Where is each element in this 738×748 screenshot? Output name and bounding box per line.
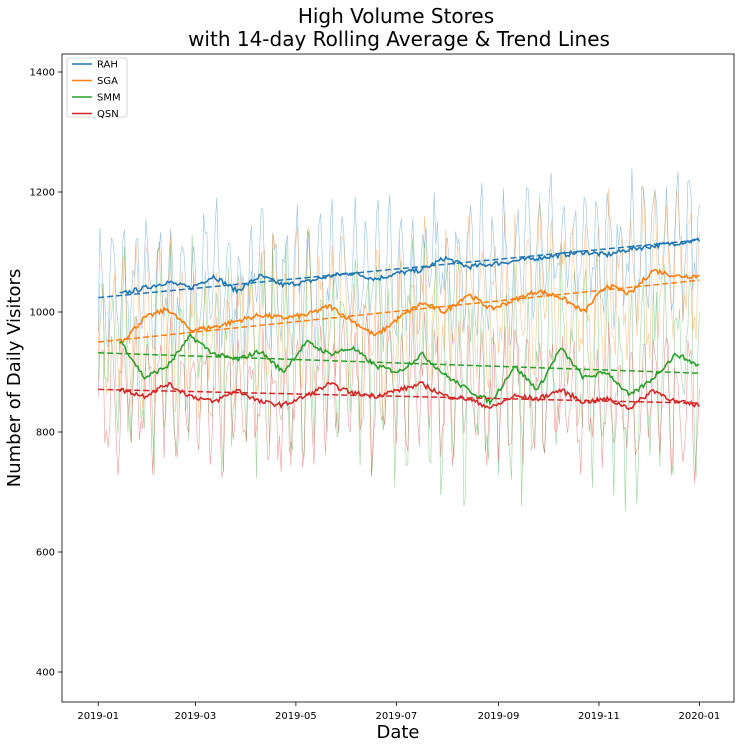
x-tick-label: 2019-11 <box>578 711 620 722</box>
x-tick-label: 2019-05 <box>275 711 317 722</box>
trend-line-sga <box>98 279 700 343</box>
daily-lines <box>97 168 700 512</box>
x-tick-label: 2019-07 <box>375 711 417 722</box>
x-tick-label: 2019-01 <box>77 711 119 722</box>
rolling-line-qsn <box>118 381 701 411</box>
trend-lines <box>98 239 700 404</box>
y-tick-label: 800 <box>36 428 55 439</box>
rolling-line-rah <box>119 237 701 296</box>
y-tick-label: 1200 <box>30 188 55 199</box>
y-axis-label: Number of Daily Visitors <box>4 269 25 488</box>
legend-label-smm: SMM <box>97 93 121 104</box>
legend-label-rah: RAH <box>97 60 118 71</box>
title-line-2: with 14-day Rolling Average & Trend Line… <box>188 27 610 51</box>
legend: RAH SGA SMM QSN <box>66 57 128 120</box>
title-line-1: High Volume Stores <box>298 4 494 28</box>
y-tick-label: 600 <box>36 548 55 559</box>
y-axis: 400 600 800 1000 1200 1400 <box>30 68 62 679</box>
legend-label-qsn: QSN <box>97 109 119 120</box>
x-tick-label: 2020-01 <box>679 711 721 722</box>
trend-line-qsn <box>98 388 700 404</box>
chart-title: High Volume Stores with 14-day Rolling A… <box>188 4 610 51</box>
y-tick-label: 1000 <box>30 308 55 319</box>
plot-frame <box>61 53 735 703</box>
rolling-line-smm <box>119 333 700 406</box>
x-tick-label: 2019-03 <box>175 711 217 722</box>
trend-line-smm <box>98 352 700 374</box>
daily-line-sga <box>97 187 700 427</box>
y-tick-label: 400 <box>36 668 55 679</box>
legend-box <box>66 57 128 118</box>
x-tick-label: 2019-09 <box>478 711 520 722</box>
legend-label-sga: SGA <box>97 76 118 87</box>
trend-line-rah <box>98 239 700 299</box>
x-axis-label: Date <box>376 722 419 743</box>
daily-line-qsn <box>97 304 700 484</box>
y-tick-label: 1400 <box>30 68 55 79</box>
x-axis: 2019-01 2019-03 2019-05 2019-07 2019-09 2019-… <box>77 702 720 722</box>
